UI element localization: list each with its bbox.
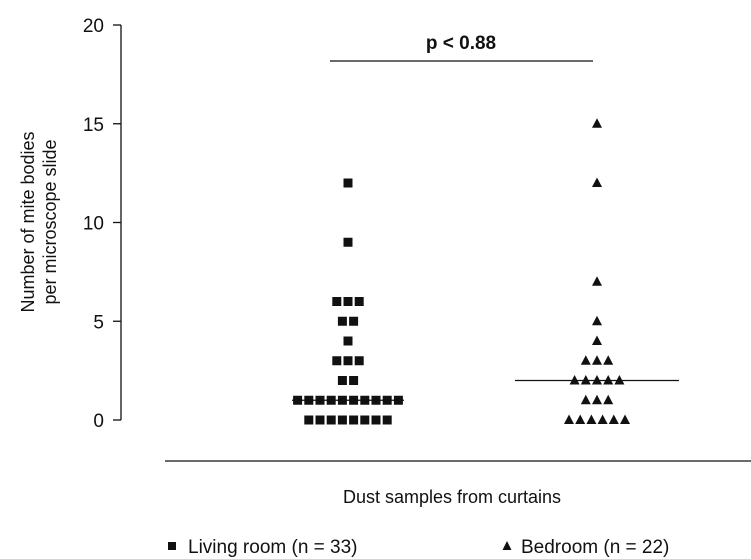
data-point-triangle [592,276,602,286]
plot-area [292,118,679,425]
data-point-square [343,178,353,188]
data-point-square [343,336,353,346]
data-point-triangle [597,414,608,424]
data-point-square [304,415,314,425]
data-point-triangle [592,177,602,187]
data-point-square [343,237,353,247]
legend-triangle-icon [502,541,512,550]
x-axis: Dust samples from curtains [165,460,751,507]
y-tick-label: 0 [93,411,104,432]
data-point-square [332,297,342,306]
series-living-room [292,178,404,425]
data-point-square [371,415,381,425]
data-point-square [360,415,370,425]
data-point-triangle [592,355,602,365]
data-point-square [337,316,347,326]
y-tick-label: 5 [93,312,104,333]
data-point-square [349,316,359,326]
data-point-square [315,415,325,425]
y-axis: 0 5 10 15 20 Number of mite bodies per micro… [18,16,122,432]
data-point-triangle [580,394,591,405]
y-axis-title-line1: Number of mite bodies [18,131,38,312]
data-point-square [354,297,364,306]
data-point-triangle [580,375,591,385]
data-point-square [349,415,359,425]
y-ticks: 0 5 10 15 20 [83,16,121,432]
data-point-triangle [603,394,614,405]
data-point-triangle [575,414,586,424]
y-tick-label: 20 [83,16,104,37]
legend-living-room-label: Living room (n = 33) [188,537,358,558]
significance-label: p < 0.88 [426,33,496,54]
y-axis-title-line2: per microscope slide [40,139,60,304]
data-point-square [343,297,353,306]
data-point-triangle [569,375,580,385]
y-tick-label: 15 [83,115,104,136]
data-point-triangle [580,355,591,365]
data-point-triangle [603,355,614,365]
data-point-triangle [592,315,602,326]
data-point-square [343,356,353,366]
data-point-square [332,356,342,366]
data-point-square [326,415,336,425]
data-point-triangle [592,335,602,345]
significance-bracket: p < 0.88 [330,33,593,62]
data-point-triangle [592,375,602,385]
legend-square-icon [168,542,176,550]
data-point-triangle [564,414,574,424]
data-point-square [354,356,364,366]
data-point-triangle [608,414,619,424]
series-bedroom [515,118,679,424]
legend: Living room (n = 33) Bedroom (n = 22) [168,537,669,558]
legend-bedroom-label: Bedroom (n = 22) [521,537,669,558]
data-point-square [337,376,347,385]
data-point-triangle [592,394,602,405]
data-point-triangle [586,414,597,424]
data-point-square [382,415,392,425]
data-point-triangle [592,118,602,128]
data-point-square [349,376,359,385]
y-tick-label: 10 [83,214,104,235]
data-point-triangle [620,414,630,424]
x-axis-title: Dust samples from curtains [343,487,561,507]
data-point-triangle [614,375,625,385]
data-point-square [337,415,347,425]
data-point-triangle [603,375,614,385]
